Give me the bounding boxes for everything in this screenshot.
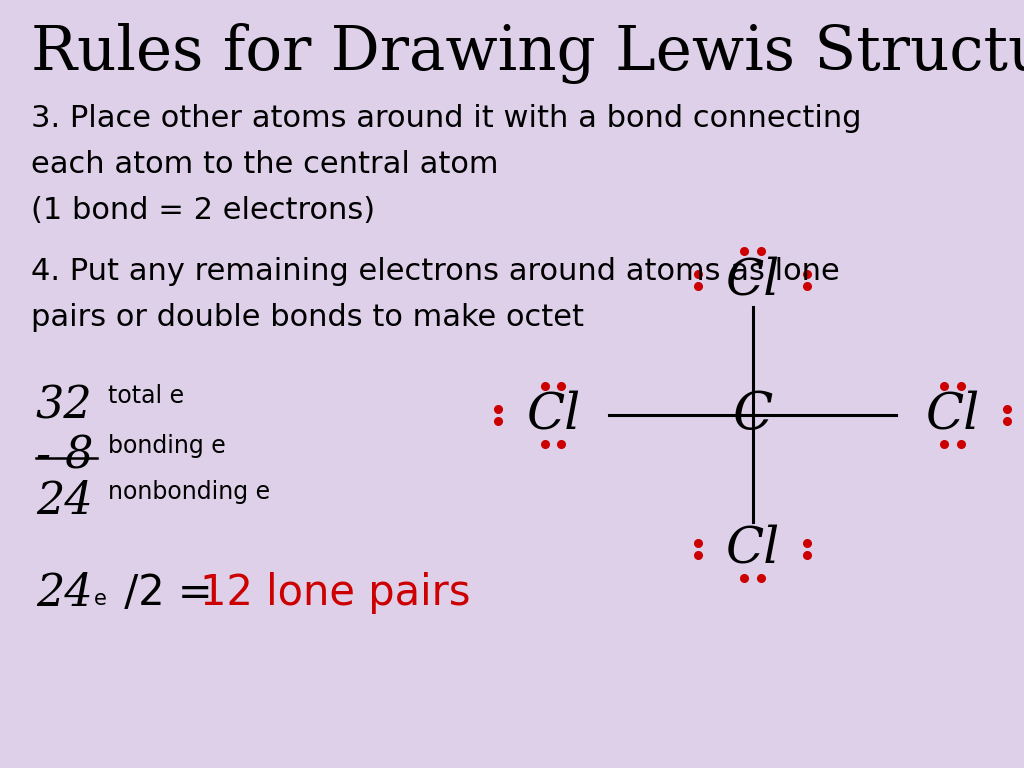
Text: 4. Put any remaining electrons around atoms as lone: 4. Put any remaining electrons around at… (31, 257, 840, 286)
Text: C: C (732, 389, 773, 440)
Text: - 8: - 8 (36, 434, 93, 477)
Text: 12 lone pairs: 12 lone pairs (200, 572, 470, 614)
Text: Cl: Cl (726, 525, 779, 574)
Text: 32: 32 (36, 384, 92, 427)
Text: Rules for Drawing Lewis Structures: Rules for Drawing Lewis Structures (31, 23, 1024, 84)
Text: pairs or double bonds to make octet: pairs or double bonds to make octet (31, 303, 584, 333)
Text: Cl: Cl (526, 390, 580, 439)
Text: (1 bond = 2 electrons): (1 bond = 2 electrons) (31, 196, 375, 225)
Text: 24: 24 (36, 572, 92, 615)
Text: Cl: Cl (926, 390, 979, 439)
Text: 3. Place other atoms around it with a bond connecting: 3. Place other atoms around it with a bo… (31, 104, 861, 133)
Text: 24: 24 (36, 480, 92, 523)
Text: e: e (94, 589, 108, 609)
Text: nonbonding e: nonbonding e (108, 480, 269, 504)
Text: each atom to the central atom: each atom to the central atom (31, 150, 499, 179)
Text: bonding e: bonding e (108, 434, 225, 458)
Text: total e: total e (108, 384, 183, 408)
Text: /2 =: /2 = (111, 572, 225, 614)
Text: Cl: Cl (726, 256, 779, 305)
